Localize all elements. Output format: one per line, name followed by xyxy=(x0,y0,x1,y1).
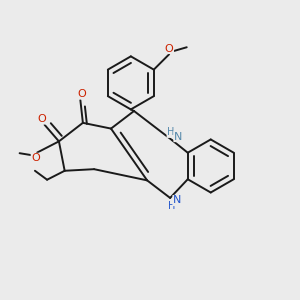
Text: N: N xyxy=(173,196,182,206)
Text: O: O xyxy=(165,44,173,53)
Text: N: N xyxy=(174,132,182,142)
Text: H: H xyxy=(168,201,176,211)
Text: O: O xyxy=(31,153,40,163)
Text: O: O xyxy=(38,114,46,124)
Text: O: O xyxy=(78,89,86,99)
Text: H: H xyxy=(167,128,175,137)
